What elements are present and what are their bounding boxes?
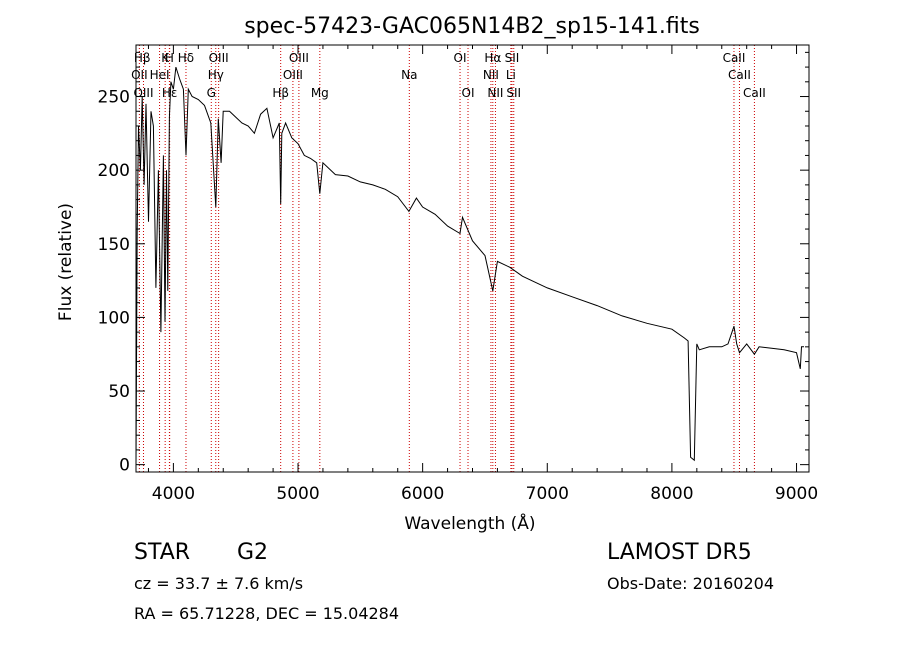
annotation-label-3: Hδ bbox=[178, 51, 194, 65]
annotation-label-24: NII bbox=[487, 86, 503, 100]
annotation-label-25: SII bbox=[506, 86, 521, 100]
x-tick-label-9000: 9000 bbox=[775, 484, 818, 504]
x-tick-label-8000: 8000 bbox=[650, 484, 693, 504]
annotation-label-4: OIII bbox=[209, 51, 229, 65]
x-tick-label-4000: 4000 bbox=[152, 484, 195, 504]
x-axis-label: Wavelength (Å) bbox=[404, 512, 535, 534]
y-tick-label-200: 200 bbox=[98, 161, 130, 181]
y-tick-label-50: 50 bbox=[108, 382, 130, 402]
annotation-label-1: K bbox=[161, 51, 170, 65]
annotation-label-9: CaII bbox=[723, 51, 746, 65]
object-subclass: G2 bbox=[237, 540, 269, 565]
annotation-label-2: H bbox=[165, 51, 174, 65]
chart-title: spec-57423-GAC065N14B2_sp15-141.fits bbox=[244, 14, 700, 39]
y-tick-label-150: 150 bbox=[98, 235, 130, 255]
annotation-label-12: Hγ bbox=[208, 68, 224, 82]
annotation-label-5: OIII bbox=[289, 51, 309, 65]
annotation-label-23: OI bbox=[462, 86, 475, 100]
annotation-label-15: NII bbox=[483, 68, 499, 82]
annotation-label-14: Na bbox=[401, 68, 417, 82]
redshift-velocity: cz = 33.7 ± 7.6 km/s bbox=[134, 574, 304, 593]
annotation-label-21: Hβ bbox=[272, 86, 289, 100]
x-tick-label-7000: 7000 bbox=[526, 484, 569, 504]
coordinates: RA = 65.71228, DEC = 15.04284 bbox=[134, 604, 400, 623]
x-tick-label-6000: 6000 bbox=[401, 484, 444, 504]
y-axis: 0 50 100 150 200 250 bbox=[98, 51, 809, 476]
y-axis-label: Flux (relative) bbox=[56, 203, 76, 321]
object-class: STAR bbox=[134, 540, 191, 565]
annotation-label-0: Hβ bbox=[134, 51, 151, 65]
annotation-label-7: Hα bbox=[484, 51, 501, 65]
annotation-label-20: G bbox=[207, 86, 216, 100]
annotation-label-17: CaII bbox=[728, 68, 751, 82]
annotation-label-22: Mg bbox=[311, 86, 329, 100]
annotation-label-8: SII bbox=[505, 51, 520, 65]
spectrum-series-line bbox=[135, 66, 804, 465]
observation-date: Obs-Date: 20160204 bbox=[607, 574, 775, 593]
x-axis: 4000 5000 6000 7000 8000 9000 bbox=[147, 45, 818, 504]
annotation-label-19: Hε bbox=[162, 86, 178, 100]
annotation-label-26: CaII bbox=[743, 86, 766, 100]
y-tick-label-250: 250 bbox=[98, 88, 130, 108]
x-tick-label-5000: 5000 bbox=[276, 484, 319, 504]
annotation-label-6: OI bbox=[454, 51, 467, 65]
y-tick-label-0: 0 bbox=[119, 456, 130, 476]
plot-frame bbox=[135, 44, 810, 473]
line-marks bbox=[138, 45, 755, 472]
survey-label: LAMOST DR5 bbox=[607, 540, 752, 565]
annotation-label-13: OIII bbox=[283, 68, 303, 82]
annotation-label-16: Li bbox=[506, 68, 516, 82]
annotation-label-11: HeI bbox=[150, 68, 170, 82]
y-tick-label-100: 100 bbox=[98, 308, 130, 328]
line-annotations: Hβ KH Hδ OIII OIII OI Hα SII CaII OII HeI Hγ OIII Na N… bbox=[131, 51, 766, 100]
annotation-label-10: OII bbox=[131, 68, 148, 82]
